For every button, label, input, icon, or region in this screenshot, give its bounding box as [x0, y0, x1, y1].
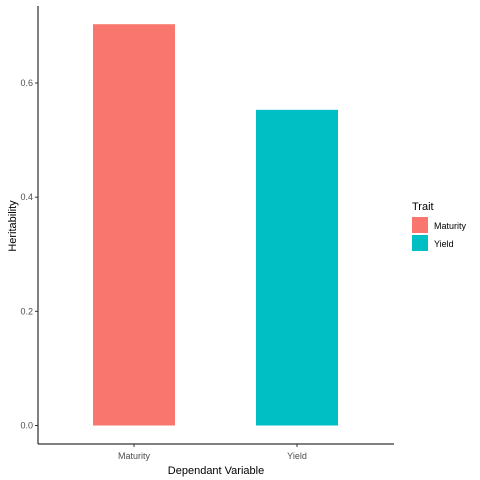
- y-tick-label: 0.6: [20, 78, 33, 88]
- y-tick-label: 0.2: [20, 306, 33, 316]
- bar-maturity: [93, 24, 175, 426]
- legend-label-yield: Yield: [434, 239, 454, 249]
- y-axis-title: Heritability: [7, 200, 19, 252]
- legend: Trait Maturity Yield: [412, 201, 467, 251]
- x-tick-label-yield: Yield: [287, 451, 307, 461]
- y-tick-label: 0.4: [20, 192, 33, 202]
- y-tick-label: 0.0: [20, 421, 33, 431]
- x-tick-label-maturity: Maturity: [118, 451, 151, 461]
- legend-title: Trait: [412, 201, 434, 213]
- y-axis: 0.0 0.2 0.4 0.6: [20, 6, 39, 444]
- x-axis-title: Dependant Variable: [168, 465, 264, 477]
- legend-label-maturity: Maturity: [434, 221, 467, 231]
- legend-swatch-maturity: [412, 217, 428, 233]
- bar-yield: [256, 109, 338, 426]
- bars-layer: [93, 24, 338, 426]
- x-axis: Maturity Yield: [38, 443, 394, 461]
- legend-swatch-yield: [412, 235, 428, 251]
